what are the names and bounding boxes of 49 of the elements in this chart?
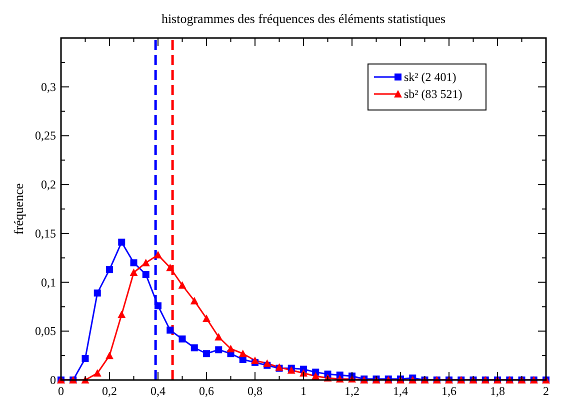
point <box>154 302 162 310</box>
x-tick-label: 0,2 <box>102 384 117 398</box>
point <box>106 352 114 360</box>
y-tick-label: 0 <box>50 373 56 387</box>
x-tick-label: 1 <box>300 384 306 398</box>
legend-label: sb² (83 521) <box>404 87 462 101</box>
point <box>190 296 198 304</box>
point <box>178 281 186 289</box>
x-tick-label: 1,6 <box>442 384 456 398</box>
point <box>312 372 320 380</box>
point <box>166 264 174 272</box>
point <box>238 350 247 358</box>
point <box>118 310 126 318</box>
point <box>214 333 223 341</box>
y-tick-label: 0,1 <box>41 275 56 290</box>
point <box>93 369 102 377</box>
point <box>142 270 150 278</box>
point <box>82 355 89 362</box>
point <box>202 314 210 322</box>
point <box>130 259 138 266</box>
y-tick-label: 0,3 <box>41 80 56 94</box>
point <box>142 258 150 266</box>
x-tick-label: 2 <box>543 384 549 398</box>
point <box>94 290 101 297</box>
x-tick-label: 0,4 <box>150 384 166 398</box>
point <box>203 350 210 358</box>
y-tick-label: 0,25 <box>35 128 56 143</box>
point <box>251 356 259 364</box>
point <box>106 266 113 274</box>
point <box>263 359 272 367</box>
x-tick-label: 1,4 <box>393 384 408 398</box>
x-tick-label: 1,8 <box>490 384 505 398</box>
y-axis-title: fréquence <box>11 183 26 235</box>
legend-label: sk² (2 401) <box>404 70 456 84</box>
y-tick-label: 0,15 <box>35 226 56 240</box>
point <box>215 346 222 354</box>
chart-title: histogrammes des fréquences des éléments statistiques <box>161 11 446 26</box>
point <box>166 326 174 334</box>
point <box>190 344 198 352</box>
point <box>118 238 126 246</box>
x-tick-label: 1,2 <box>344 384 360 398</box>
y-tick-label: 0,2 <box>41 178 56 192</box>
point <box>154 250 162 258</box>
point <box>178 335 186 342</box>
point <box>226 344 235 352</box>
y-tick-label: 0,05 <box>35 324 56 338</box>
point <box>130 268 138 276</box>
x-tick-label: 0,6 <box>199 384 214 398</box>
x-tick-label: 0,8 <box>248 384 262 398</box>
